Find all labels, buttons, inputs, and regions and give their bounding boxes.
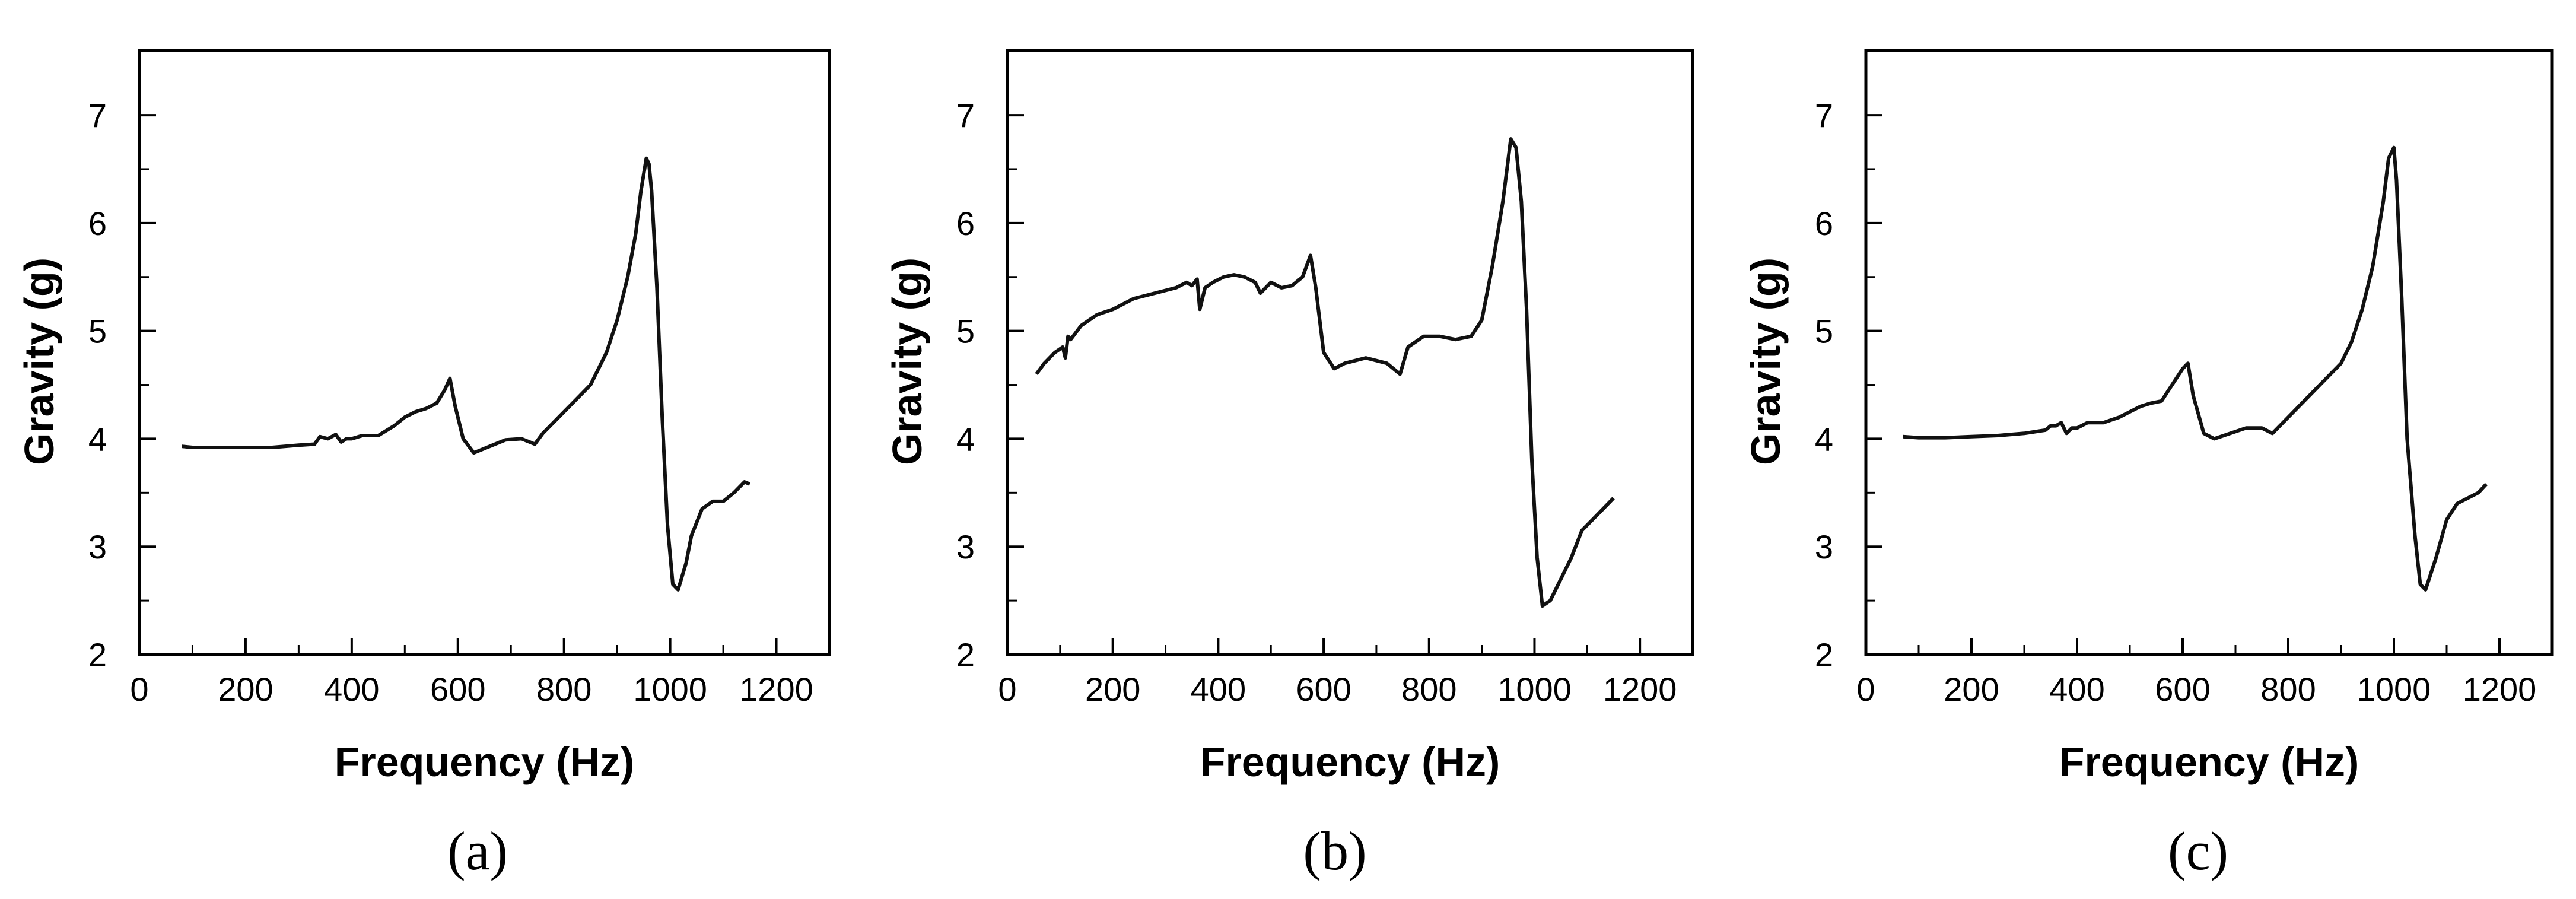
y-tick-label: 6 xyxy=(1815,205,1833,242)
y-tick-label: 7 xyxy=(88,97,107,134)
panel-caption: (c) xyxy=(2168,821,2228,881)
x-axis-title: Frequency (Hz) xyxy=(1200,739,1500,785)
x-tick-label: 200 xyxy=(1085,671,1140,708)
x-tick-label: 600 xyxy=(430,671,485,708)
y-tick-label: 4 xyxy=(1815,420,1833,458)
y-tick-label: 5 xyxy=(956,313,975,350)
y-tick-label: 4 xyxy=(88,420,107,458)
series-line xyxy=(182,156,750,592)
y-tick-label: 6 xyxy=(956,205,975,242)
series-line xyxy=(1035,137,1615,608)
x-tick-label: 600 xyxy=(2155,671,2210,708)
y-tick-label: 6 xyxy=(88,205,107,242)
chart-panel-a: 2 3 4 5 6 7 0 200 400 600 800 1000 1200 Frequency (Hz… xyxy=(16,49,831,881)
y-tick-label: 4 xyxy=(956,420,975,458)
y-tick-label: 5 xyxy=(1815,313,1833,350)
y-tick-label: 2 xyxy=(1815,636,1833,674)
x-tick-label: 1200 xyxy=(2463,671,2537,708)
x-tick-label: 800 xyxy=(536,671,591,708)
y-tick-label: 5 xyxy=(88,313,107,350)
x-tick-label: 1000 xyxy=(2357,671,2431,708)
panel-caption: (a) xyxy=(447,821,508,881)
x-tick-label: 1000 xyxy=(1497,671,1572,708)
x-tick-label: 400 xyxy=(2049,671,2104,708)
y-axis-title: Gravity (g) xyxy=(884,258,930,465)
x-tick-label: 800 xyxy=(1401,671,1456,708)
x-tick-label: 200 xyxy=(1944,671,1999,708)
x-tick-label: 200 xyxy=(218,671,273,708)
y-tick-label: 3 xyxy=(1815,528,1833,566)
panel-caption: (b) xyxy=(1303,821,1366,881)
plot-frame xyxy=(1864,49,2554,656)
x-axis-title: Frequency (Hz) xyxy=(2059,739,2359,785)
x-tick-label: 0 xyxy=(1856,671,1875,708)
x-tick-label: 600 xyxy=(1296,671,1351,708)
x-tick-label: 0 xyxy=(998,671,1016,708)
x-tick-label: 800 xyxy=(2260,671,2316,708)
x-axis-title: Frequency (Hz) xyxy=(335,739,635,785)
x-tick-label: 400 xyxy=(324,671,379,708)
y-tick-label: 7 xyxy=(1815,97,1833,134)
x-tick-label: 1200 xyxy=(739,671,813,708)
y-tick-label: 2 xyxy=(88,636,107,674)
x-tick-label: 0 xyxy=(130,671,148,708)
x-tick-label: 1000 xyxy=(633,671,707,708)
y-axis-title: Gravity (g) xyxy=(16,258,62,465)
plot-frame xyxy=(138,49,831,656)
chart-panel-b: 2 3 4 5 6 7 0 200 400 600 800 1000 1200 Frequency (Hz… xyxy=(884,49,1694,881)
y-tick-label: 3 xyxy=(88,528,107,566)
y-tick-label: 2 xyxy=(956,636,975,674)
plot-frame xyxy=(1006,49,1694,656)
chart-panel-c: 2 3 4 5 6 7 0 200 400 600 800 1000 1200 Frequency (Hz… xyxy=(1742,49,2554,881)
y-axis-title: Gravity (g) xyxy=(1742,258,1789,465)
x-tick-label: 1200 xyxy=(1603,671,1677,708)
y-tick-label: 3 xyxy=(956,528,975,566)
series-line xyxy=(1903,145,2488,592)
x-tick-label: 400 xyxy=(1191,671,1246,708)
y-tick-label: 7 xyxy=(956,97,975,134)
